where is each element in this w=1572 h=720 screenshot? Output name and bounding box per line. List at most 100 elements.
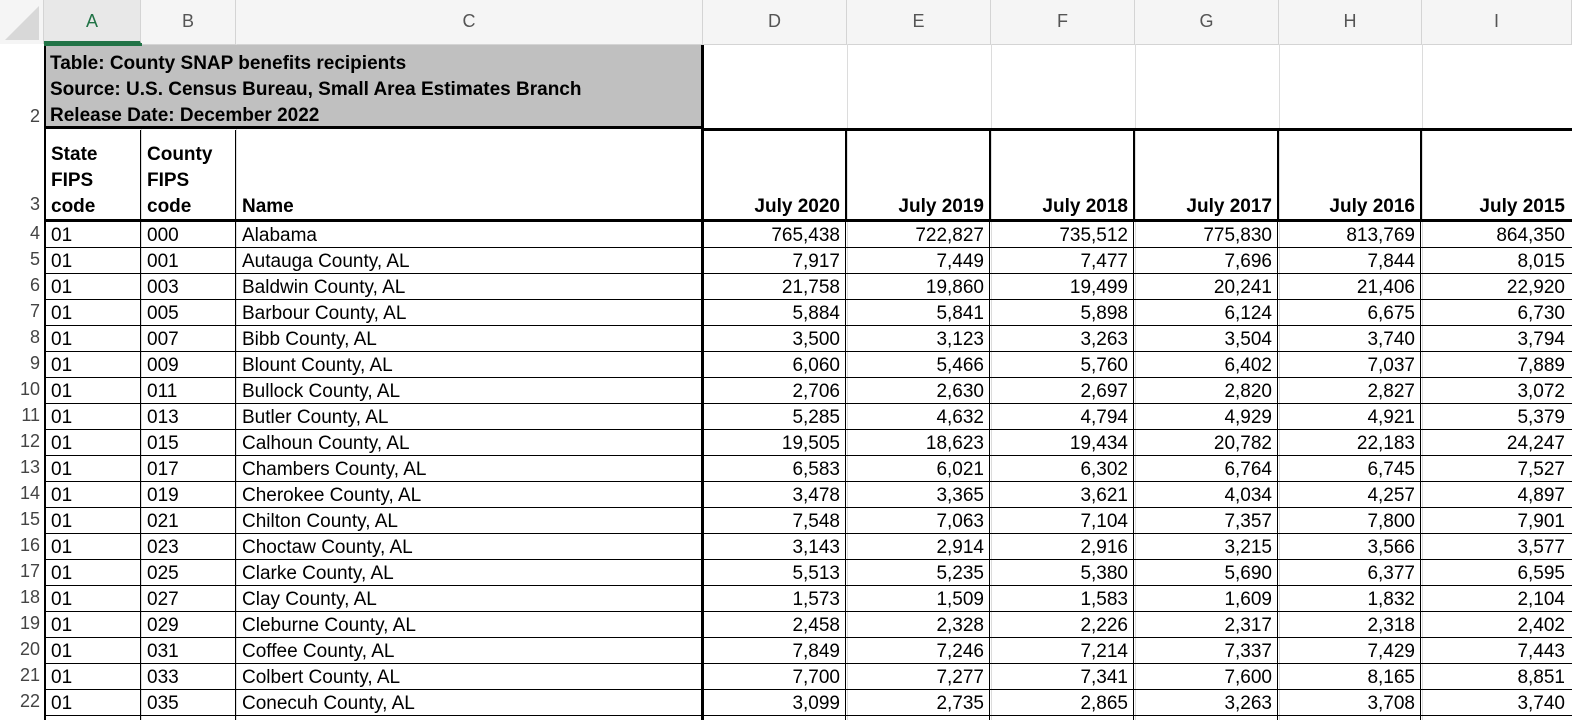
cell-value[interactable]: 7,443 <box>1517 641 1565 662</box>
cell-state-fips[interactable]: 01 <box>51 667 73 688</box>
cell-value[interactable]: 4,257 <box>1367 485 1415 506</box>
cell-name[interactable]: Cleburne County, AL <box>242 615 416 636</box>
cell-value[interactable]: 7,246 <box>936 641 984 662</box>
cell-name[interactable]: Bibb County, AL <box>242 329 377 350</box>
cell-value[interactable]: 3,740 <box>1367 329 1415 350</box>
cell-county-fips[interactable]: 000 <box>147 225 179 246</box>
row-header-3[interactable]: 3 <box>29 194 40 214</box>
title-block[interactable]: Table: County SNAP benefits recipients So… <box>45 45 703 129</box>
row-header-4[interactable]: 4 <box>29 223 40 243</box>
cell-value[interactable]: 7,341 <box>1080 667 1128 688</box>
cell-county-fips[interactable]: 005 <box>147 303 179 324</box>
cell-value[interactable]: 8,015 <box>1517 251 1565 272</box>
cell-value[interactable]: 19,505 <box>781 433 840 454</box>
header-year[interactable]: July 2019 <box>898 196 984 217</box>
cell-value[interactable]: 7,889 <box>1517 355 1565 376</box>
header-county-fips[interactable]: County FIPS code <box>142 142 236 220</box>
cell-value[interactable]: 1,832 <box>1367 589 1415 610</box>
cell-value[interactable]: 1,573 <box>792 589 840 610</box>
cell-value[interactable]: 19,499 <box>1069 277 1128 298</box>
cell-county-fips[interactable]: 031 <box>147 641 179 662</box>
cell-value[interactable]: 7,600 <box>1224 667 1272 688</box>
column-header-b[interactable]: B <box>141 0 236 44</box>
column-header-f[interactable]: F <box>991 0 1135 44</box>
cell-value[interactable]: 22,183 <box>1356 433 1415 454</box>
cell-value[interactable]: 2,820 <box>1224 381 1272 402</box>
cell-value[interactable]: 7,844 <box>1367 251 1415 272</box>
row-header-7[interactable]: 7 <box>29 301 40 321</box>
cell-state-fips[interactable]: 01 <box>51 381 73 402</box>
cell-value[interactable]: 5,513 <box>792 563 840 584</box>
cell-name[interactable]: Clay County, AL <box>242 589 377 610</box>
row-header-6[interactable]: 6 <box>29 275 40 295</box>
row-header-17[interactable]: 17 <box>19 561 40 581</box>
cell-value[interactable]: 2,706 <box>792 381 840 402</box>
column-header-e[interactable]: E <box>847 0 991 44</box>
cell-county-fips[interactable]: 027 <box>147 589 179 610</box>
row-header-8[interactable]: 8 <box>29 327 40 347</box>
cell-value[interactable]: 21,758 <box>781 277 840 298</box>
cell-value[interactable]: 3,263 <box>1080 329 1128 350</box>
cell-value[interactable]: 6,764 <box>1224 459 1272 480</box>
cell-state-fips[interactable]: 01 <box>51 563 73 584</box>
cell-value[interactable]: 6,675 <box>1367 303 1415 324</box>
cell-county-fips[interactable]: 019 <box>147 485 179 506</box>
cell-state-fips[interactable]: 01 <box>51 459 73 480</box>
row-header-10[interactable]: 10 <box>19 379 40 399</box>
cell-value[interactable]: 864,350 <box>1496 225 1565 246</box>
cell-value[interactable]: 20,782 <box>1213 433 1272 454</box>
cell-state-fips[interactable]: 01 <box>51 277 73 298</box>
cell-value[interactable]: 3,500 <box>792 329 840 350</box>
cell-value[interactable]: 2,735 <box>936 693 984 714</box>
cell-value[interactable]: 6,302 <box>1080 459 1128 480</box>
cell-value[interactable]: 5,898 <box>1080 303 1128 324</box>
cell-value[interactable]: 5,235 <box>936 563 984 584</box>
cell-state-fips[interactable]: 01 <box>51 615 73 636</box>
cell-state-fips[interactable]: 01 <box>51 589 73 610</box>
cell-value[interactable]: 4,897 <box>1517 485 1565 506</box>
cell-value[interactable]: 3,215 <box>1224 537 1272 558</box>
cell-value[interactable]: 2,865 <box>1080 693 1128 714</box>
cell-county-fips[interactable]: 023 <box>147 537 179 558</box>
cell-value[interactable]: 22,920 <box>1506 277 1565 298</box>
cell-value[interactable]: 7,700 <box>792 667 840 688</box>
cell-value[interactable]: 8,165 <box>1367 667 1415 688</box>
cell-state-fips[interactable]: 01 <box>51 641 73 662</box>
cell-state-fips[interactable]: 01 <box>51 303 73 324</box>
cell-value[interactable]: 2,318 <box>1367 615 1415 636</box>
cell-state-fips[interactable]: 01 <box>51 537 73 558</box>
cell-name[interactable]: Clarke County, AL <box>242 563 394 584</box>
cell-value[interactable]: 3,099 <box>792 693 840 714</box>
header-year[interactable]: July 2015 <box>1479 196 1565 217</box>
cell-state-fips[interactable]: 01 <box>51 251 73 272</box>
column-header-a[interactable]: A <box>44 0 141 44</box>
cell-value[interactable]: 3,263 <box>1224 693 1272 714</box>
cell-value[interactable]: 2,317 <box>1224 615 1272 636</box>
cell-name[interactable]: Chilton County, AL <box>242 511 398 532</box>
cell-county-fips[interactable]: 009 <box>147 355 179 376</box>
cell-value[interactable]: 6,124 <box>1224 303 1272 324</box>
cell-value[interactable]: 3,143 <box>792 537 840 558</box>
cell-value[interactable]: 1,509 <box>936 589 984 610</box>
cell-value[interactable]: 3,621 <box>1080 485 1128 506</box>
cell-value[interactable]: 5,379 <box>1517 407 1565 428</box>
cell-value[interactable]: 6,730 <box>1517 303 1565 324</box>
cell-value[interactable]: 6,377 <box>1367 563 1415 584</box>
cell-value[interactable]: 5,466 <box>936 355 984 376</box>
cell-value[interactable]: 722,827 <box>915 225 984 246</box>
cell-value[interactable]: 3,708 <box>1367 693 1415 714</box>
cell-state-fips[interactable]: 01 <box>51 225 73 246</box>
cell-value[interactable]: 6,402 <box>1224 355 1272 376</box>
cell-state-fips[interactable]: 01 <box>51 511 73 532</box>
cell-value[interactable]: 7,849 <box>792 641 840 662</box>
cell-county-fips[interactable]: 001 <box>147 251 179 272</box>
row-header-2[interactable]: 2 <box>29 106 40 126</box>
row-header-16[interactable]: 16 <box>19 535 40 555</box>
cell-name[interactable]: Blount County, AL <box>242 355 393 376</box>
column-header-h[interactable]: H <box>1279 0 1422 44</box>
header-name[interactable]: Name <box>242 196 294 217</box>
cell-name[interactable]: Chambers County, AL <box>242 459 427 480</box>
cell-name[interactable]: Conecuh County, AL <box>242 693 415 714</box>
cell-value[interactable]: 6,583 <box>792 459 840 480</box>
cell-value[interactable]: 5,760 <box>1080 355 1128 376</box>
